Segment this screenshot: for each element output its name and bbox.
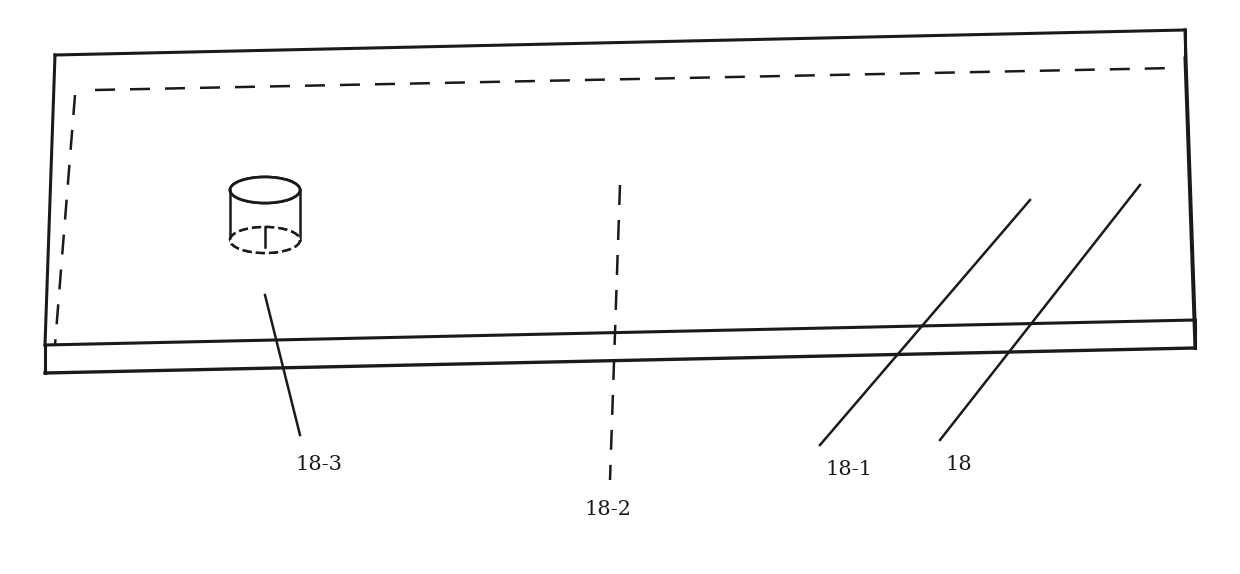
Text: 18-1: 18-1 [825,460,872,479]
Text: 18-3: 18-3 [295,455,342,474]
Ellipse shape [229,177,300,203]
Text: 18-2: 18-2 [584,500,631,519]
Ellipse shape [229,227,300,253]
Text: 18: 18 [945,455,972,474]
